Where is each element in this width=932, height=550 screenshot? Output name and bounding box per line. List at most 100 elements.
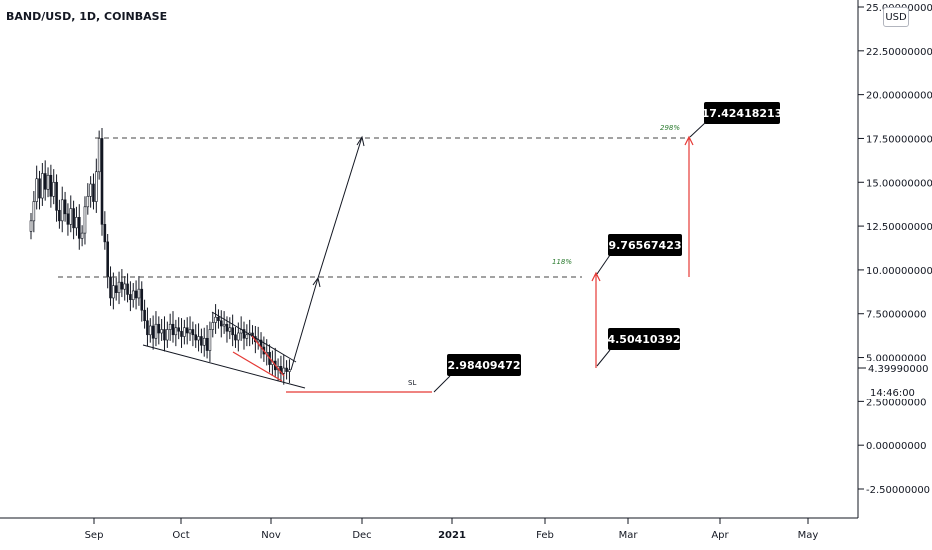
candle [157, 316, 161, 345]
candle-body [97, 138, 101, 173]
candle-body [171, 323, 175, 336]
callout-label-3: 4.50410392 [607, 333, 680, 346]
candle-body [234, 334, 237, 341]
candle-body [66, 213, 70, 225]
candle-body [166, 329, 169, 341]
candle-body [140, 288, 144, 311]
candle [112, 272, 115, 310]
candle-body [143, 309, 146, 322]
candle [32, 191, 36, 233]
candle-series [29, 127, 291, 385]
candle [191, 321, 195, 347]
candle-body [100, 138, 104, 225]
candle-body [134, 290, 138, 299]
candle-body [123, 283, 127, 290]
candle-body [32, 201, 36, 222]
candle-body [60, 199, 64, 222]
candle-body [114, 285, 118, 293]
candle [38, 170, 41, 210]
projection-arrow-2 [356, 135, 365, 147]
candle-body [89, 183, 92, 197]
candle [279, 355, 283, 382]
candle [35, 165, 38, 210]
candle-body [245, 334, 249, 339]
candle [66, 203, 70, 236]
candle [120, 269, 124, 298]
candle-body [191, 329, 195, 336]
candle [288, 359, 291, 383]
candle-body [52, 181, 56, 197]
candle [49, 164, 53, 208]
y-tick-label: 15.00000000 [866, 178, 932, 189]
candle [154, 311, 158, 347]
y-tick-label: 5.00000000 [866, 354, 926, 365]
candle [174, 319, 178, 347]
candle [228, 317, 232, 340]
candle [231, 314, 234, 347]
candle-body [103, 224, 107, 243]
candle [109, 266, 112, 306]
candle-body [197, 336, 200, 341]
candle-body [214, 316, 217, 323]
candle-body [72, 208, 75, 229]
candle [251, 325, 254, 345]
candle [222, 311, 226, 334]
candle-body [92, 183, 95, 202]
candle [134, 280, 138, 310]
candle-body [231, 327, 234, 336]
candle-body [225, 323, 229, 332]
candle-body [112, 285, 115, 299]
candle-body [282, 367, 286, 374]
wedge-upper-line [211, 311, 297, 363]
candle-body [126, 283, 129, 295]
candle-body [49, 174, 53, 197]
x-tick-label: Mar [619, 530, 639, 541]
callout-pointer-2 [596, 254, 611, 275]
x-tick-label: May [798, 530, 819, 541]
candle [245, 324, 249, 347]
candle [219, 310, 223, 338]
callout-label-2: 9.76567423 [608, 239, 681, 252]
candle-body [69, 208, 73, 225]
candle [29, 212, 33, 240]
price-tag-box [866, 361, 932, 375]
candle-body [148, 325, 152, 336]
candle-body [129, 294, 132, 301]
candle-body [63, 199, 67, 215]
candle-body [46, 174, 50, 190]
candle [200, 328, 203, 354]
candle [143, 299, 146, 329]
candle-body [163, 329, 166, 341]
candle [95, 158, 98, 213]
candle [183, 319, 186, 345]
candle [256, 326, 260, 350]
candle-body [222, 323, 226, 327]
candle [92, 173, 95, 210]
red-wedge-upper [251, 335, 285, 377]
candle [211, 311, 215, 338]
candle [69, 195, 73, 233]
candle-body [228, 327, 232, 332]
price-tag-label: 4.39990000 [868, 364, 928, 375]
y-tick-label: 22.50000000 [866, 47, 932, 58]
callout-label-1: 17.42418213 [702, 107, 783, 120]
candle-body [205, 337, 209, 351]
callout-label-4: 2.98409472 [447, 359, 520, 372]
countdown-label: 14:46:00 [870, 388, 915, 399]
projection-arrow-1 [312, 276, 321, 288]
red-wedge-lower [232, 351, 283, 382]
candle-body [146, 320, 149, 336]
candle [43, 160, 47, 201]
candle [137, 276, 141, 306]
measure-arrow-2-head [684, 135, 694, 146]
currency-button[interactable]: USD [883, 7, 909, 27]
candle [234, 326, 237, 348]
y-tick-label: 7.50000000 [866, 310, 926, 321]
candle-body [83, 206, 87, 234]
candle [100, 127, 104, 236]
candle [242, 321, 246, 350]
candle [168, 313, 172, 341]
candle-body [131, 290, 135, 301]
candle-body [80, 232, 84, 239]
candle-body [77, 217, 81, 239]
